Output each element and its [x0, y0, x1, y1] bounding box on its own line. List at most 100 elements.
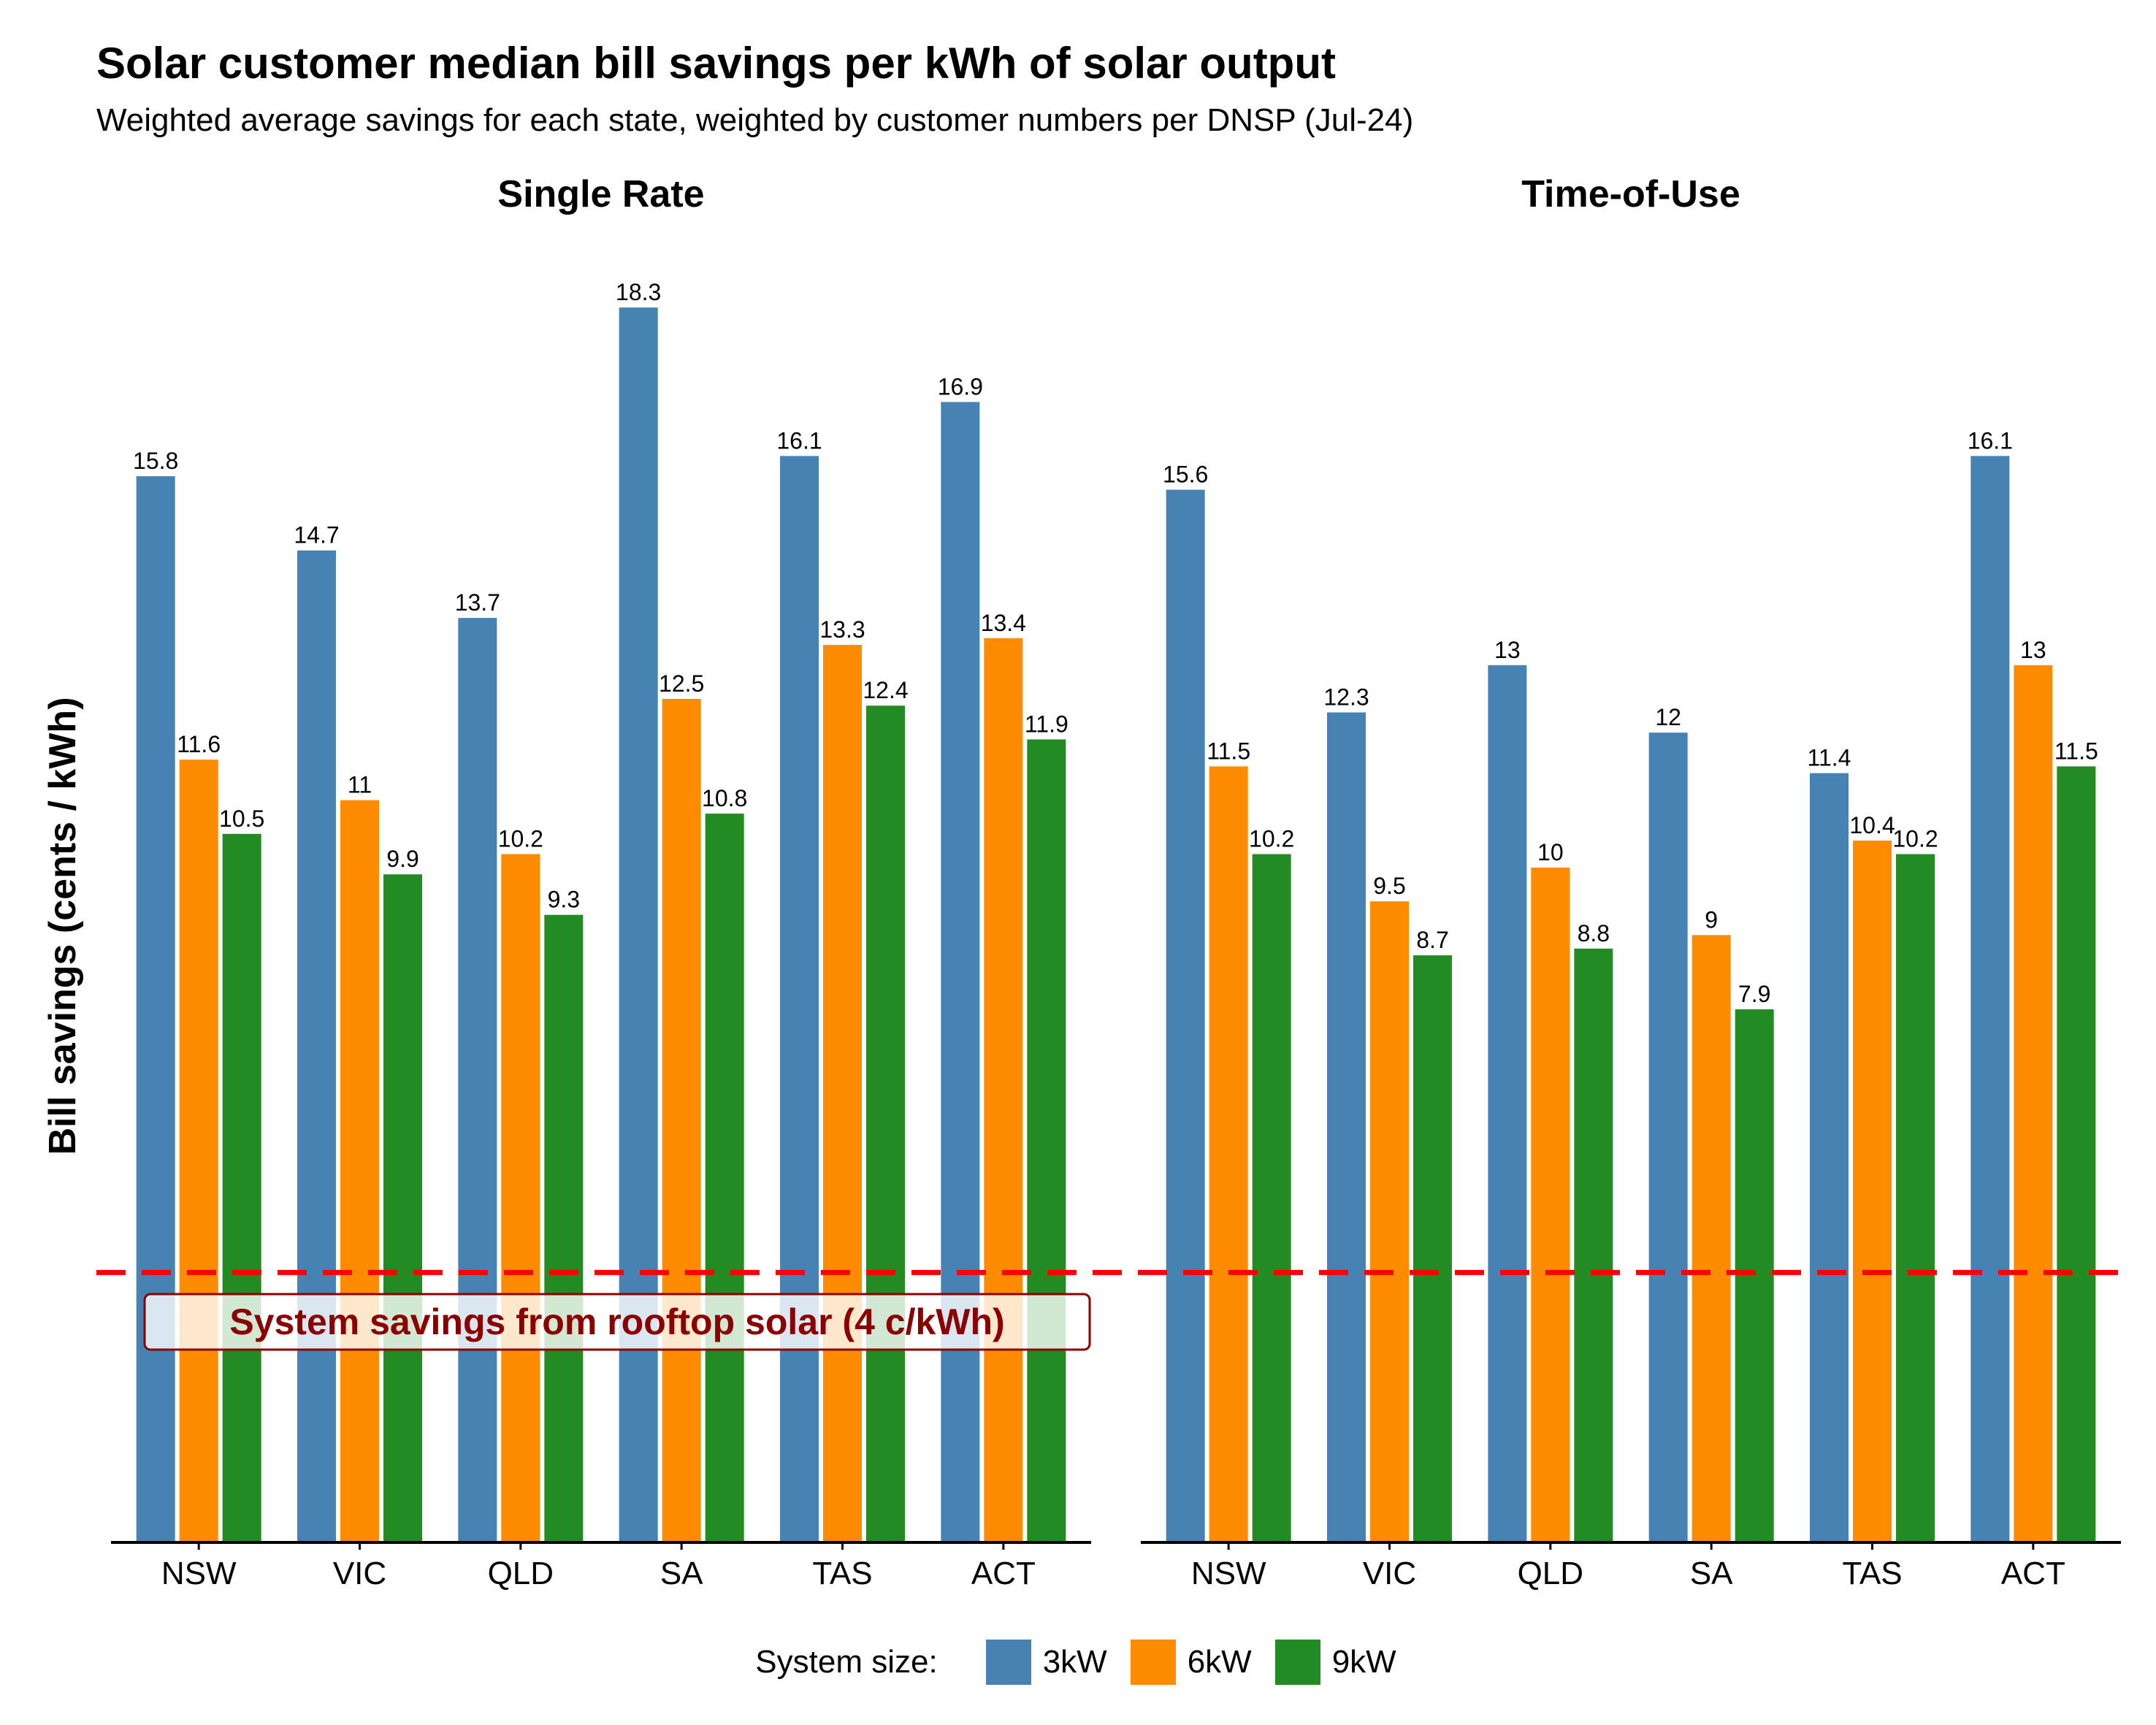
x-tick-label: NSW	[1191, 1556, 1266, 1591]
data-label: 10.5	[219, 806, 264, 832]
data-label: 13.3	[819, 616, 865, 643]
bar	[1488, 665, 1527, 1542]
data-label: 13	[2020, 637, 2046, 663]
legend-swatch	[1274, 1640, 1320, 1685]
legend-swatch	[1130, 1640, 1176, 1685]
data-label: 12.3	[1323, 684, 1369, 710]
bar	[1810, 773, 1849, 1542]
bar	[866, 705, 905, 1542]
data-label: 15.6	[1163, 462, 1208, 488]
data-label: 10.2	[498, 826, 543, 852]
legend: System size: 3kW 6kW 9kW	[0, 1633, 2156, 1691]
data-label: 11.5	[2054, 738, 2098, 764]
data-label: 16.1	[776, 427, 822, 454]
data-label: 9.5	[1373, 873, 1405, 899]
y-axis-title: Bill savings (cents / kWh)	[42, 697, 84, 1155]
bar	[1970, 456, 2010, 1542]
data-label: 15.8	[133, 448, 178, 474]
panel-title: Single Rate	[497, 173, 704, 215]
x-tick-label: TAS	[812, 1556, 872, 1591]
bar	[1896, 854, 1935, 1542]
bar	[501, 854, 540, 1542]
bar	[1370, 901, 1409, 1542]
data-label: 16.9	[938, 373, 983, 399]
x-tick-label: VIC	[333, 1556, 386, 1591]
bar	[1252, 854, 1291, 1542]
bar	[2014, 665, 2053, 1542]
data-label: 11.9	[1025, 711, 1069, 737]
bar	[1027, 739, 1066, 1543]
data-label: 13.4	[981, 610, 1026, 636]
bar	[1166, 489, 1205, 1542]
bar	[136, 476, 175, 1542]
data-label: 9	[1705, 906, 1718, 933]
chart-title: Solar customer median bill savings per k…	[96, 39, 1336, 88]
data-label: 16.1	[1968, 427, 2013, 454]
legend-label: 3kW	[1042, 1644, 1107, 1680]
data-label: 11.5	[1207, 738, 1250, 764]
data-label: 10.2	[1892, 826, 1938, 852]
bar	[222, 833, 261, 1542]
legend-label: 6kW	[1187, 1644, 1252, 1680]
x-tick-label: NSW	[161, 1556, 237, 1591]
data-label: 10	[1537, 839, 1564, 865]
data-label: 12.4	[863, 677, 908, 703]
x-tick-label: TAS	[1842, 1556, 1902, 1591]
x-tick-label: ACT	[2001, 1556, 2065, 1591]
bar	[1327, 712, 1366, 1542]
data-label: 8.8	[1578, 920, 1610, 946]
x-tick-label: QLD	[488, 1556, 554, 1591]
bar	[179, 760, 218, 1542]
bar	[544, 914, 584, 1542]
data-label: 10.4	[1849, 812, 1895, 838]
legend-title: System size:	[755, 1644, 938, 1680]
data-label: 11	[348, 772, 372, 798]
bar	[984, 638, 1023, 1542]
chart-subtitle: Weighted average savings for each state,…	[96, 102, 1414, 138]
reference-label: System savings from rooftop solar (4 c/k…	[229, 1301, 1004, 1342]
data-label: 7.9	[1738, 981, 1770, 1007]
bar	[1735, 1009, 1774, 1542]
data-label: 8.7	[1416, 927, 1448, 953]
legend-item: 3kW	[985, 1640, 1112, 1685]
data-label: 14.7	[294, 522, 339, 548]
x-tick-label: ACT	[971, 1556, 1036, 1591]
data-label: 9.9	[386, 846, 418, 872]
data-label: 18.3	[616, 279, 661, 305]
legend-swatch	[985, 1640, 1031, 1685]
bar	[1531, 868, 1570, 1542]
legend-label: 9kW	[1331, 1644, 1396, 1680]
bar	[823, 645, 862, 1542]
bar	[619, 307, 658, 1543]
data-label: 11.6	[177, 731, 221, 757]
bar	[1209, 766, 1248, 1542]
x-tick-label: SA	[660, 1556, 703, 1591]
legend-item: 9kW	[1274, 1640, 1401, 1685]
bar	[1853, 841, 1892, 1542]
data-label: 12.5	[659, 670, 704, 697]
data-label: 13	[1494, 637, 1521, 663]
bar	[1691, 935, 1731, 1542]
bar	[780, 456, 819, 1542]
bar	[941, 402, 980, 1543]
bar-chart: Single Rate 15.8 11.6 10.5 NSW 14.7 11 9.9 VIC 13…	[42, 173, 2125, 1591]
reference-label-box	[143, 1293, 1091, 1351]
bar	[297, 550, 336, 1542]
x-tick-label: QLD	[1518, 1556, 1583, 1591]
data-label: 11.4	[1808, 745, 1851, 771]
data-label: 13.7	[455, 589, 500, 616]
data-label: 9.3	[548, 887, 580, 913]
bar	[340, 800, 379, 1542]
panel-title: Time-of-Use	[1521, 173, 1740, 215]
x-tick-label: VIC	[1363, 1556, 1416, 1591]
bar	[2057, 766, 2096, 1542]
x-tick-label: SA	[1690, 1556, 1733, 1591]
data-label: 12	[1655, 704, 1681, 730]
data-label: 10.2	[1249, 826, 1294, 852]
bar	[458, 618, 497, 1542]
bar	[383, 874, 422, 1542]
bar	[705, 814, 744, 1542]
bar	[1413, 955, 1452, 1542]
bar	[1574, 948, 1613, 1542]
bar	[1648, 733, 1688, 1543]
